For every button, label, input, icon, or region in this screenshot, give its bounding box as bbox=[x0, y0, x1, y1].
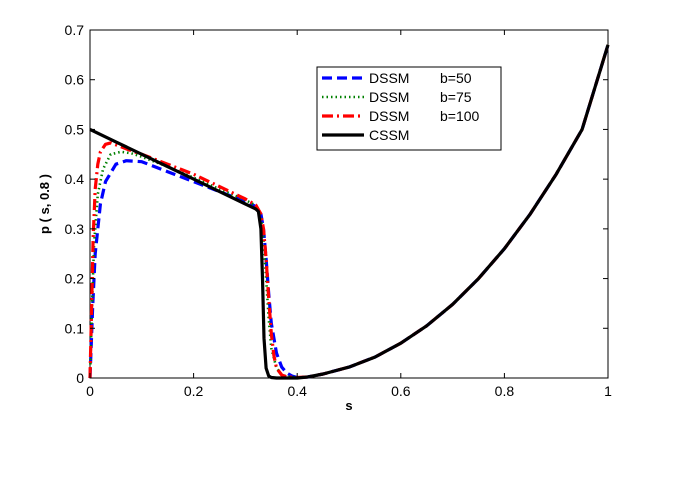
x-tick-label: 0.2 bbox=[184, 383, 204, 399]
y-tick-label: 0.4 bbox=[65, 171, 85, 187]
legend-series-name: CSSM bbox=[369, 127, 409, 143]
x-axis-label: s bbox=[345, 398, 352, 413]
legend-series-param: b=100 bbox=[440, 108, 480, 124]
y-tick-label: 0.7 bbox=[65, 22, 85, 38]
legend: DSSM b=50 DSSM b=75 DSSM b=100 CSSM bbox=[316, 66, 502, 151]
y-axis-ticks: 0 0.1 0.2 0.3 0.4 0.5 0.6 0.7 bbox=[65, 22, 608, 386]
legend-series-name: DSSM bbox=[369, 89, 409, 105]
y-tick-label: 0 bbox=[76, 370, 84, 386]
y-axis-label: p ( s, 0.8 ) bbox=[37, 174, 52, 234]
y-tick-label: 0.6 bbox=[65, 72, 85, 88]
y-tick-label: 0.3 bbox=[65, 221, 85, 237]
y-tick-label: 0.1 bbox=[65, 320, 85, 336]
x-tick-label: 0.6 bbox=[391, 383, 411, 399]
legend-series-name: DSSM bbox=[369, 108, 409, 124]
legend-series-param: b=50 bbox=[440, 70, 472, 86]
y-tick-label: 0.5 bbox=[65, 121, 85, 137]
x-tick-label: 0.4 bbox=[287, 383, 307, 399]
x-axis-ticks: 0 0.2 0.4 0.6 0.8 1 bbox=[86, 30, 612, 399]
series-layer bbox=[88, 44, 610, 380]
series-line-cssm bbox=[89, 44, 610, 380]
series-line-dssm-b-50 bbox=[88, 44, 610, 380]
x-tick-label: 0.8 bbox=[495, 383, 515, 399]
legend-items: DSSM b=50 DSSM b=75 DSSM b=100 CSSM bbox=[322, 70, 480, 143]
legend-series-param: b=75 bbox=[440, 89, 472, 105]
series-line-dssm-b-100 bbox=[88, 44, 610, 380]
legend-series-name: DSSM bbox=[369, 70, 409, 86]
y-tick-label: 0.2 bbox=[65, 271, 85, 287]
x-tick-label: 0 bbox=[86, 383, 94, 399]
x-tick-label: 1 bbox=[604, 383, 612, 399]
